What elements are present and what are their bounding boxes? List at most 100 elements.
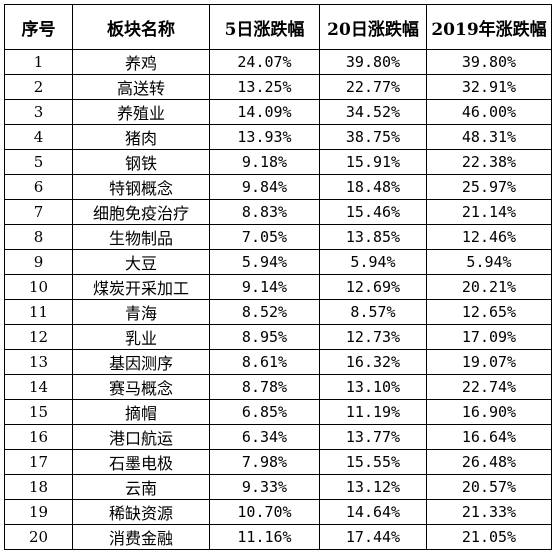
- cell-5d-change: 8.61%: [209, 349, 320, 375]
- cell-sector-name: 猪肉: [72, 124, 210, 150]
- cell-index: 18: [4, 474, 73, 500]
- cell-sector-name: 生物制品: [72, 224, 210, 250]
- cell-sector-name: 特钢概念: [72, 174, 210, 200]
- cell-sector-name: 养鸡: [72, 49, 210, 75]
- cell-20d-change: 17.44%: [319, 524, 427, 550]
- cell-5d-change: 6.34%: [209, 424, 320, 450]
- cell-5d-change: 7.98%: [209, 449, 320, 475]
- cell-index: 16: [4, 424, 73, 450]
- cell-sector-name: 赛马概念: [72, 374, 210, 400]
- cell-5d-change: 14.09%: [209, 99, 320, 125]
- cell-sector-name: 钢铁: [72, 149, 210, 175]
- cell-20d-change: 15.46%: [319, 199, 427, 225]
- sector-performance-table: 序号 板块名称 5日涨跌幅 20日涨跌幅 2019年涨跌幅 1 养鸡 24.07% 3…: [4, 4, 552, 550]
- cell-sector-name: 大豆: [72, 249, 210, 275]
- cell-20d-change: 22.77%: [319, 74, 427, 100]
- cell-5d-change: 6.85%: [209, 399, 320, 425]
- header-sector-name: 板块名称: [72, 4, 210, 50]
- cell-2019-change: 12.46%: [426, 224, 552, 250]
- cell-2019-change: 22.38%: [426, 149, 552, 175]
- cell-2019-change: 21.33%: [426, 499, 552, 525]
- cell-sector-name: 稀缺资源: [72, 499, 210, 525]
- cell-2019-change: 17.09%: [426, 324, 552, 350]
- cell-20d-change: 18.48%: [319, 174, 427, 200]
- table-row: 20 消费金融 11.16% 17.44% 21.05%: [4, 524, 552, 550]
- cell-sector-name: 港口航运: [72, 424, 210, 450]
- table-body: 1 养鸡 24.07% 39.80% 39.80% 2 高送转 13.25% 22.77% 32.…: [4, 49, 552, 550]
- table-row: 14 赛马概念 8.78% 13.10% 22.74%: [4, 374, 552, 400]
- cell-2019-change: 32.91%: [426, 74, 552, 100]
- cell-5d-change: 8.78%: [209, 374, 320, 400]
- table-row: 10 煤炭开采加工 9.14% 12.69% 20.21%: [4, 274, 552, 300]
- cell-sector-name: 青海: [72, 299, 210, 325]
- cell-5d-change: 5.94%: [209, 249, 320, 275]
- cell-index: 15: [4, 399, 73, 425]
- cell-index: 5: [4, 149, 73, 175]
- cell-5d-change: 13.93%: [209, 124, 320, 150]
- cell-5d-change: 11.16%: [209, 524, 320, 550]
- table-row: 7 细胞免疫治疗 8.83% 15.46% 21.14%: [4, 199, 552, 225]
- cell-5d-change: 8.52%: [209, 299, 320, 325]
- cell-index: 13: [4, 349, 73, 375]
- table-row: 4 猪肉 13.93% 38.75% 48.31%: [4, 124, 552, 150]
- cell-2019-change: 46.00%: [426, 99, 552, 125]
- cell-20d-change: 13.85%: [319, 224, 427, 250]
- cell-5d-change: 8.83%: [209, 199, 320, 225]
- cell-2019-change: 26.48%: [426, 449, 552, 475]
- cell-sector-name: 基因测序: [72, 349, 210, 375]
- cell-index: 12: [4, 324, 73, 350]
- cell-20d-change: 8.57%: [319, 299, 427, 325]
- table-row: 17 石墨电极 7.98% 15.55% 26.48%: [4, 449, 552, 475]
- cell-2019-change: 16.90%: [426, 399, 552, 425]
- cell-5d-change: 7.05%: [209, 224, 320, 250]
- table-row: 9 大豆 5.94% 5.94% 5.94%: [4, 249, 552, 275]
- cell-2019-change: 21.05%: [426, 524, 552, 550]
- cell-20d-change: 15.91%: [319, 149, 427, 175]
- cell-5d-change: 9.33%: [209, 474, 320, 500]
- cell-index: 3: [4, 99, 73, 125]
- cell-20d-change: 14.64%: [319, 499, 427, 525]
- cell-sector-name: 煤炭开采加工: [72, 274, 210, 300]
- cell-5d-change: 9.14%: [209, 274, 320, 300]
- cell-index: 11: [4, 299, 73, 325]
- cell-index: 20: [4, 524, 73, 550]
- cell-sector-name: 乳业: [72, 324, 210, 350]
- cell-20d-change: 11.19%: [319, 399, 427, 425]
- cell-20d-change: 5.94%: [319, 249, 427, 275]
- cell-20d-change: 15.55%: [319, 449, 427, 475]
- cell-2019-change: 21.14%: [426, 199, 552, 225]
- cell-5d-change: 24.07%: [209, 49, 320, 75]
- cell-5d-change: 13.25%: [209, 74, 320, 100]
- cell-5d-change: 10.70%: [209, 499, 320, 525]
- cell-20d-change: 13.10%: [319, 374, 427, 400]
- cell-2019-change: 19.07%: [426, 349, 552, 375]
- header-5d-change: 5日涨跌幅: [209, 4, 320, 50]
- table-row: 2 高送转 13.25% 22.77% 32.91%: [4, 74, 552, 100]
- cell-2019-change: 20.57%: [426, 474, 552, 500]
- cell-index: 10: [4, 274, 73, 300]
- table-row: 3 养殖业 14.09% 34.52% 46.00%: [4, 99, 552, 125]
- table-row: 18 云南 9.33% 13.12% 20.57%: [4, 474, 552, 500]
- cell-sector-name: 养殖业: [72, 99, 210, 125]
- table-row: 13 基因测序 8.61% 16.32% 19.07%: [4, 349, 552, 375]
- cell-2019-change: 48.31%: [426, 124, 552, 150]
- cell-20d-change: 16.32%: [319, 349, 427, 375]
- cell-index: 2: [4, 74, 73, 100]
- cell-2019-change: 12.65%: [426, 299, 552, 325]
- header-index: 序号: [4, 4, 73, 50]
- table-row: 16 港口航运 6.34% 13.77% 16.64%: [4, 424, 552, 450]
- cell-sector-name: 消费金融: [72, 524, 210, 550]
- table-row: 12 乳业 8.95% 12.73% 17.09%: [4, 324, 552, 350]
- cell-index: 1: [4, 49, 73, 75]
- table-row: 1 养鸡 24.07% 39.80% 39.80%: [4, 49, 552, 75]
- cell-sector-name: 细胞免疫治疗: [72, 199, 210, 225]
- cell-2019-change: 39.80%: [426, 49, 552, 75]
- cell-5d-change: 9.18%: [209, 149, 320, 175]
- cell-index: 9: [4, 249, 73, 275]
- cell-2019-change: 20.21%: [426, 274, 552, 300]
- cell-20d-change: 13.12%: [319, 474, 427, 500]
- header-2019-change: 2019年涨跌幅: [426, 4, 552, 50]
- cell-2019-change: 16.64%: [426, 424, 552, 450]
- cell-sector-name: 高送转: [72, 74, 210, 100]
- cell-sector-name: 云南: [72, 474, 210, 500]
